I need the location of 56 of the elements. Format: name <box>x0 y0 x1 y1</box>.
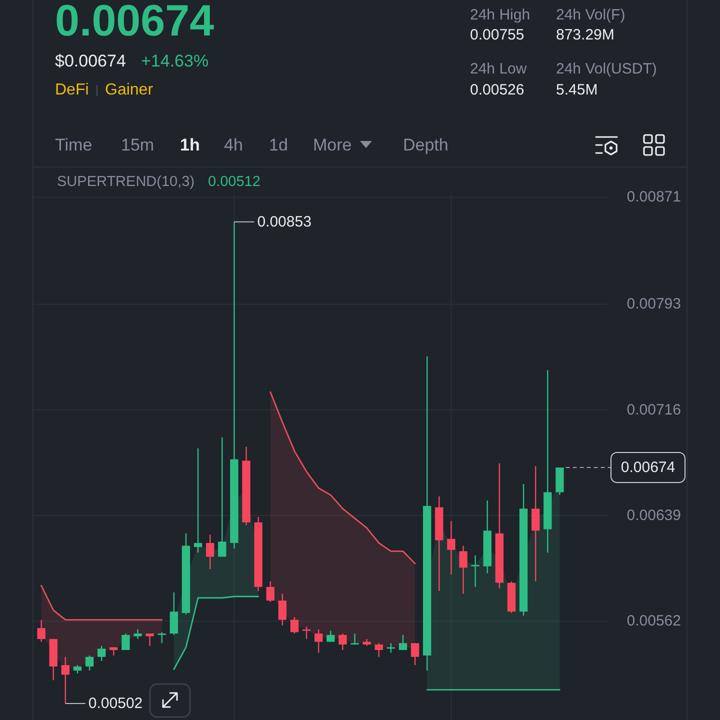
candlestick <box>85 654 94 672</box>
text: 15m <box>121 136 154 154</box>
text: Depth <box>403 136 448 154</box>
text: +14.63% <box>141 52 209 70</box>
candlestick <box>410 642 420 666</box>
candlestick <box>278 593 287 626</box>
y-tick-label: 0.00562 <box>626 612 681 630</box>
text: 24h Vol(USDT) <box>556 60 657 78</box>
text: 4h <box>224 136 243 154</box>
candlestick <box>531 466 540 582</box>
text: 24h Low <box>470 60 527 78</box>
candlestick <box>302 626 311 640</box>
y-tick-label: 0.00639 <box>626 507 681 524</box>
text: 0.00755 <box>470 26 524 44</box>
text: 0.00526 <box>470 82 524 98</box>
annotation: 0.00502 <box>88 695 143 712</box>
text: 24h Vol(F) <box>556 6 626 24</box>
candlestick <box>134 628 142 640</box>
annotation: 0.00512 <box>208 174 260 190</box>
candlestick <box>447 520 456 576</box>
candlestick <box>398 634 408 651</box>
text: Gainer <box>105 82 154 98</box>
annotation: 0.00853 <box>257 213 312 230</box>
candlestick <box>158 632 166 644</box>
candlestick <box>471 554 480 588</box>
chart-title: 0.00674 <box>55 0 215 46</box>
candlestick <box>122 632 130 651</box>
text: $0.00674 <box>55 52 126 70</box>
candlestick <box>290 616 299 634</box>
candlestick <box>97 645 106 662</box>
text: 5.45M <box>556 82 598 98</box>
text: Time <box>55 136 92 154</box>
candlestick <box>170 592 178 636</box>
y-tick-label: 0.00793 <box>626 296 681 313</box>
ref-line-label: 0.00674 <box>620 459 676 476</box>
candlestick <box>61 656 70 704</box>
candlestick <box>314 628 323 654</box>
text: 1h <box>180 136 200 154</box>
candlestick <box>338 632 347 651</box>
text: DeFi <box>55 82 89 98</box>
candlestick <box>266 580 274 603</box>
candlestick <box>374 642 383 658</box>
candlestick <box>37 619 46 642</box>
candlestick <box>146 632 154 646</box>
text: More <box>313 136 352 154</box>
text: 1d <box>269 136 288 154</box>
text: 873.29M <box>556 26 614 44</box>
candlestick <box>459 545 468 594</box>
annotation: SUPERTREND(10,3) <box>57 174 195 190</box>
candlestick <box>194 448 202 554</box>
text: 24h High <box>470 6 530 24</box>
candlestick <box>206 534 214 570</box>
candlestick <box>326 630 335 642</box>
candlestick <box>218 436 226 558</box>
y-tick-label: 0.00716 <box>626 401 681 418</box>
y-tick-label: 0.00871 <box>626 188 681 206</box>
